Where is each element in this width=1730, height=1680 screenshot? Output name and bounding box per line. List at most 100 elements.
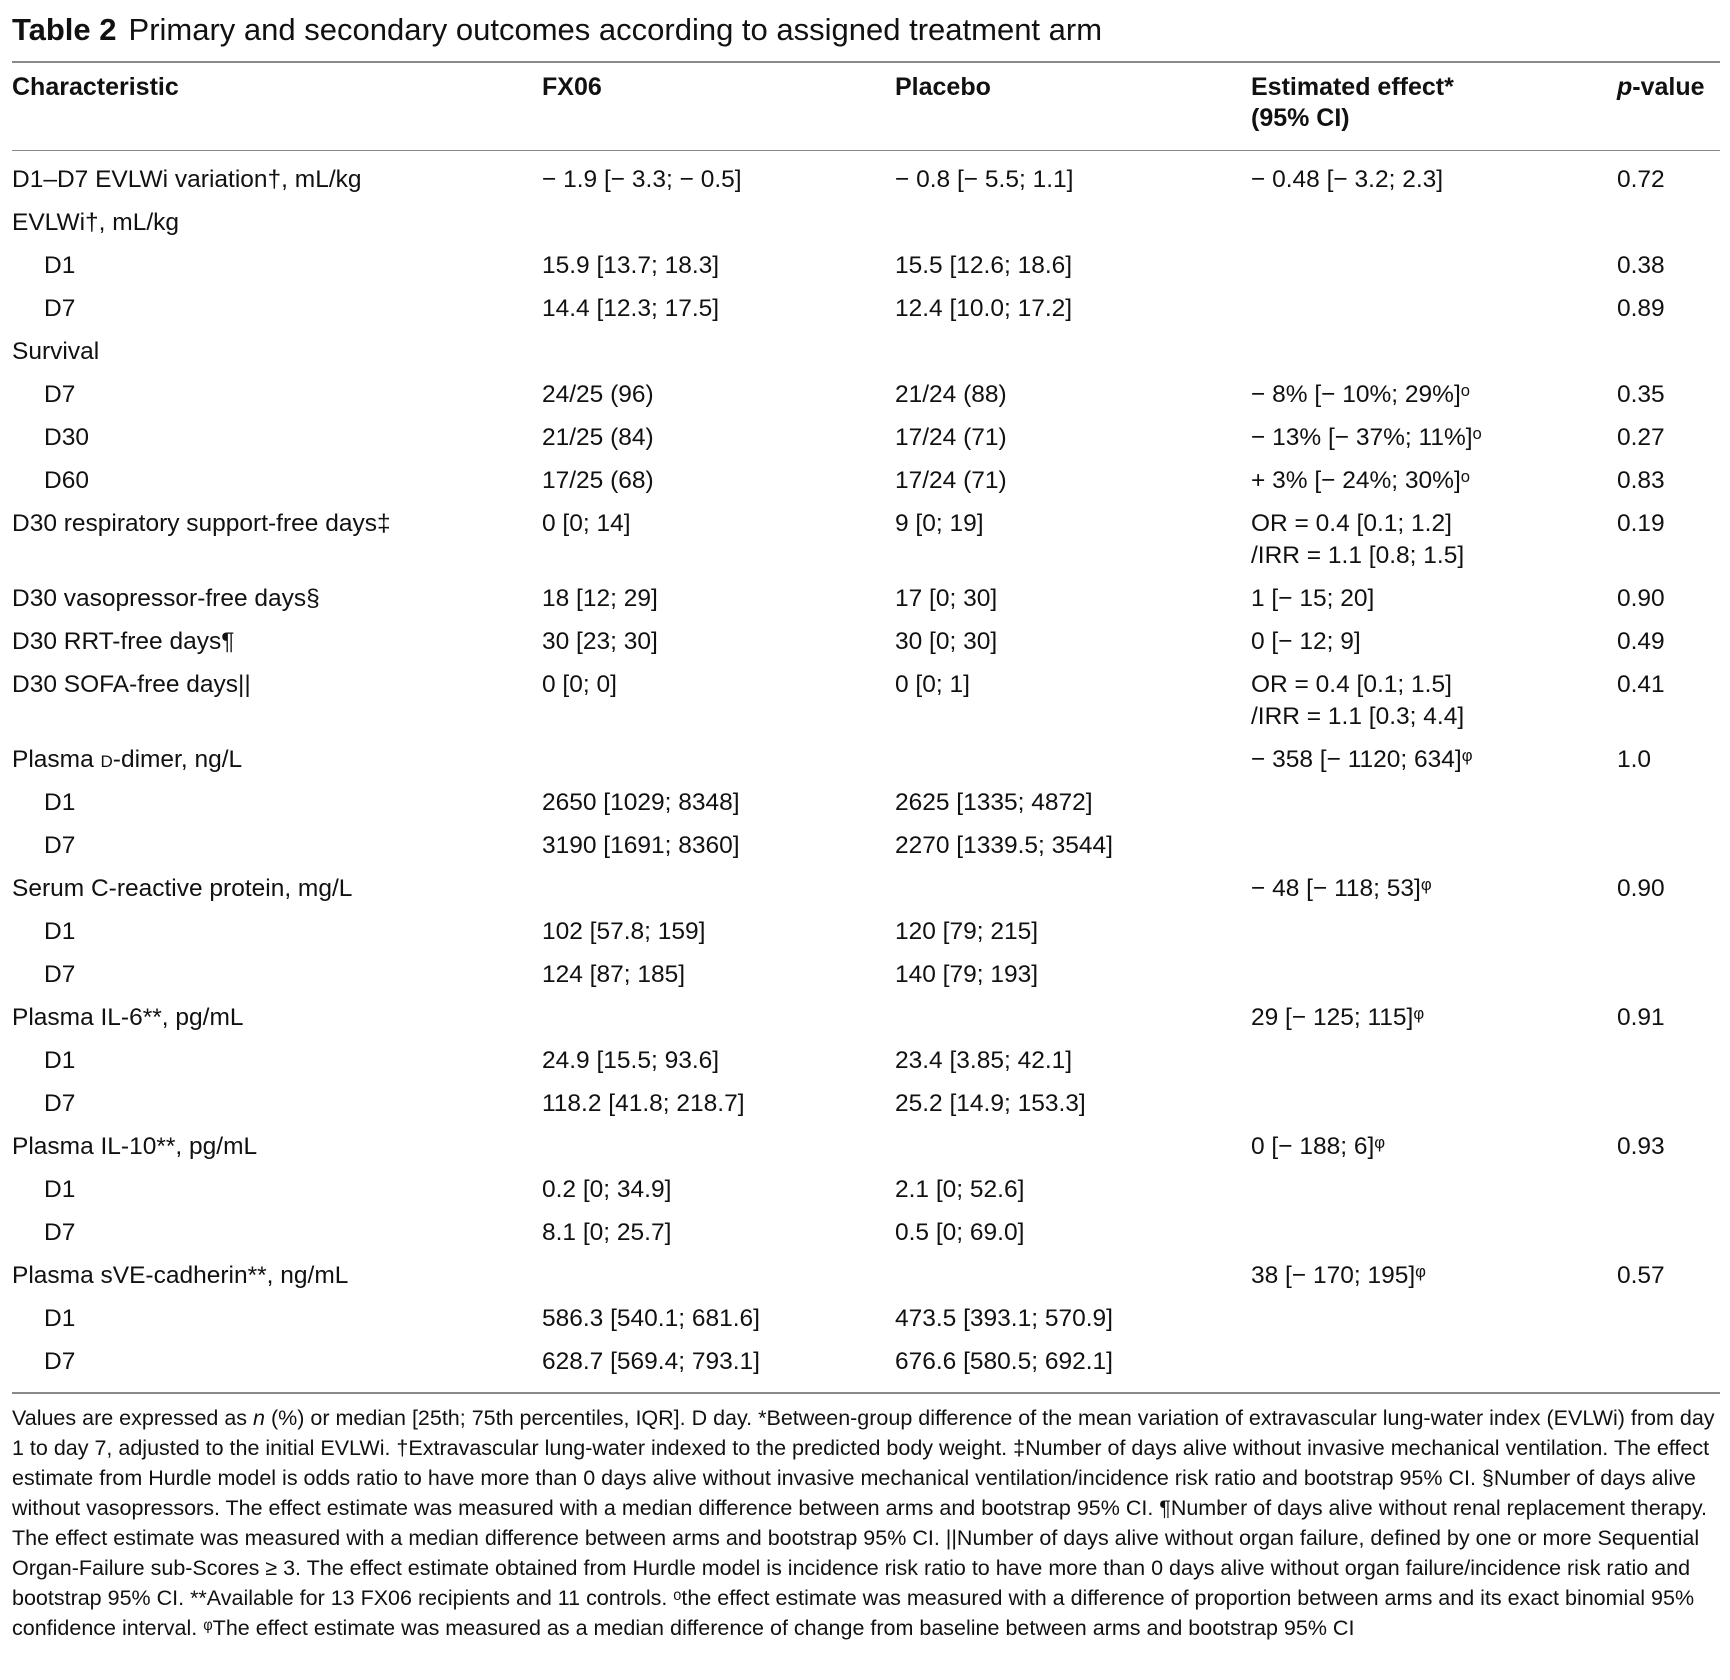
row-label: D1 bbox=[44, 252, 76, 279]
p-value: 0.35 bbox=[1617, 381, 1665, 408]
effect-value: OR = 0.4 [0.1; 1.5] /IRR = 1.1 [0.3; 4.4… bbox=[1251, 671, 1465, 730]
table-label: Table 2 bbox=[12, 12, 117, 47]
row-label-part: -dimer, ng/L bbox=[112, 746, 243, 773]
table-row: EVLWi†, mL/kg bbox=[0, 203, 1730, 246]
table-row: D30 RRT-free days¶ 30 [23; 30] 30 [0; 30… bbox=[0, 622, 1730, 665]
table-row: D30 vasopressor-free days§ 18 [12; 29] 1… bbox=[0, 579, 1730, 622]
p-value: 0.72 bbox=[1617, 166, 1665, 193]
placebo-value: 30 [0; 30] bbox=[895, 628, 998, 655]
row-label-part: Plasma bbox=[12, 746, 101, 773]
row-label: D60 bbox=[44, 467, 89, 494]
table-row: Plasma sVE-cadherin**, ng/mL 38 [− 170; … bbox=[0, 1256, 1730, 1299]
fx06-value: 18 [12; 29] bbox=[542, 585, 658, 612]
table-body: D1–D7 EVLWi variation†, mL/kg − 1.9 [− 3… bbox=[0, 160, 1730, 1385]
p-value: 0.27 bbox=[1617, 424, 1665, 451]
effect-value: 0 [− 12; 9] bbox=[1251, 628, 1361, 655]
placebo-value: 140 [79; 193] bbox=[895, 961, 1039, 988]
effect-value: + 3% [− 24%; 30%]ᵒ bbox=[1251, 467, 1470, 494]
header-characteristic: Characteristic bbox=[12, 73, 179, 101]
fx06-value: 24.9 [15.5; 93.6] bbox=[542, 1047, 720, 1074]
row-label: D7 bbox=[44, 381, 76, 408]
row-label: D30 RRT-free days¶ bbox=[12, 628, 235, 655]
row-label: D30 bbox=[44, 424, 89, 451]
row-label-smallcaps: d bbox=[100, 746, 113, 773]
fx06-value: 8.1 [0; 25.7] bbox=[542, 1219, 672, 1246]
p-value: 0.93 bbox=[1617, 1133, 1665, 1160]
placebo-value: 2625 [1335; 4872] bbox=[895, 789, 1093, 816]
placebo-value: 25.2 [14.9; 153.3] bbox=[895, 1090, 1086, 1117]
fx06-value: 124 [87; 185] bbox=[542, 961, 686, 988]
fx06-value: 2650 [1029; 8348] bbox=[542, 789, 740, 816]
effect-value: 0 [− 188; 6]ᵠ bbox=[1251, 1133, 1386, 1160]
fx06-value: 21/25 (84) bbox=[542, 424, 654, 451]
row-label: D7 bbox=[44, 832, 76, 859]
table-row: D30 respiratory support-free days‡ 0 [0;… bbox=[0, 504, 1730, 579]
effect-value: − 0.48 [− 3.2; 2.3] bbox=[1251, 166, 1444, 193]
placebo-value: 17/24 (71) bbox=[895, 467, 1007, 494]
fx06-value: 24/25 (96) bbox=[542, 381, 654, 408]
p-value: 0.41 bbox=[1617, 671, 1665, 698]
row-label: Survival bbox=[12, 338, 100, 365]
placebo-value: 21/24 (88) bbox=[895, 381, 1007, 408]
header-rule bbox=[12, 150, 1720, 151]
table-row: Survival bbox=[0, 332, 1730, 375]
header-pvalue: p-value bbox=[1617, 72, 1705, 103]
header-pvalue-p: p bbox=[1617, 73, 1633, 101]
fx06-value: 30 [23; 30] bbox=[542, 628, 658, 655]
row-label: D7 bbox=[44, 961, 76, 988]
p-value: 0.57 bbox=[1617, 1262, 1665, 1289]
row-label: Plasma IL-10**, pg/mL bbox=[12, 1133, 258, 1160]
row-label: Plasma d-dimer, ng/L bbox=[12, 744, 242, 776]
fx06-value: 118.2 [41.8; 218.7] bbox=[542, 1090, 745, 1117]
header-fx06: FX06 bbox=[542, 73, 602, 101]
header-placebo: Placebo bbox=[895, 73, 991, 101]
table-row: Plasma IL-6**, pg/mL 29 [− 125; 115]ᵠ 0.… bbox=[0, 998, 1730, 1041]
table-row: D1 102 [57.8; 159] 120 [79; 215] bbox=[0, 912, 1730, 955]
effect-value: − 13% [− 37%; 11%]ᵒ bbox=[1251, 424, 1482, 451]
table-caption: Table 2 Primary and secondary outcomes ac… bbox=[12, 12, 1102, 48]
placebo-value: 23.4 [3.85; 42.1] bbox=[895, 1047, 1073, 1074]
fx06-value: 15.9 [13.7; 18.3] bbox=[542, 252, 720, 279]
table-row: D60 17/25 (68) 17/24 (71) + 3% [− 24%; 3… bbox=[0, 461, 1730, 504]
placebo-value: 676.6 [580.5; 692.1] bbox=[895, 1348, 1113, 1375]
fx06-value: 0 [0; 0] bbox=[542, 671, 617, 698]
placebo-value: 120 [79; 215] bbox=[895, 918, 1039, 945]
header-effect-line2: (95% CI) bbox=[1251, 104, 1350, 132]
row-label: D30 SOFA-free days|| bbox=[12, 671, 251, 698]
p-value: 0.49 bbox=[1617, 628, 1665, 655]
effect-value: − 358 [− 1120; 634]ᵠ bbox=[1251, 746, 1473, 773]
fx06-value: 14.4 [12.3; 17.5] bbox=[542, 295, 720, 322]
table-row: D1 24.9 [15.5; 93.6] 23.4 [3.85; 42.1] bbox=[0, 1041, 1730, 1084]
row-label: D7 bbox=[44, 1348, 76, 1375]
table-row: D1 0.2 [0; 34.9] 2.1 [0; 52.6] bbox=[0, 1170, 1730, 1213]
table-row: D1 15.9 [13.7; 18.3] 15.5 [12.6; 18.6] 0… bbox=[0, 246, 1730, 289]
footnote-part: Values are expressed as bbox=[12, 1406, 254, 1430]
row-label: D7 bbox=[44, 1219, 76, 1246]
row-label: D1 bbox=[44, 1176, 76, 1203]
top-rule bbox=[12, 61, 1720, 63]
fx06-value: 0 [0; 14] bbox=[542, 510, 631, 537]
table-row: Serum C-reactive protein, mg/L − 48 [− 1… bbox=[0, 869, 1730, 912]
p-value: 0.38 bbox=[1617, 252, 1665, 279]
fx06-value: 586.3 [540.1; 681.6] bbox=[542, 1305, 760, 1332]
bottom-rule bbox=[12, 1392, 1720, 1394]
footnote-n: n bbox=[253, 1406, 265, 1430]
row-label: D30 respiratory support-free days‡ bbox=[12, 510, 391, 537]
table-row: Plasma d-dimer, ng/L − 358 [− 1120; 634]… bbox=[0, 740, 1730, 783]
row-label: Plasma sVE-cadherin**, ng/mL bbox=[12, 1262, 349, 1289]
fx06-value: 17/25 (68) bbox=[542, 467, 654, 494]
fx06-value: 628.7 [569.4; 793.1] bbox=[542, 1348, 760, 1375]
fx06-value: 0.2 [0; 34.9] bbox=[542, 1176, 672, 1203]
table-row: D1–D7 EVLWi variation†, mL/kg − 1.9 [− 3… bbox=[0, 160, 1730, 203]
table-row: D30 21/25 (84) 17/24 (71) − 13% [− 37%; … bbox=[0, 418, 1730, 461]
table-row: D1 586.3 [540.1; 681.6] 473.5 [393.1; 57… bbox=[0, 1299, 1730, 1342]
fx06-value: 3190 [1691; 8360] bbox=[542, 832, 740, 859]
p-value: 0.89 bbox=[1617, 295, 1665, 322]
placebo-value: 2270 [1339.5; 3544] bbox=[895, 832, 1113, 859]
row-label: D7 bbox=[44, 1090, 76, 1117]
table-row: Plasma IL-10**, pg/mL 0 [− 188; 6]ᵠ 0.93 bbox=[0, 1127, 1730, 1170]
footnote-part: (%) or median [25th; 75th percentiles, I… bbox=[12, 1406, 1715, 1640]
placebo-value: 17/24 (71) bbox=[895, 424, 1007, 451]
row-label: D1 bbox=[44, 1047, 76, 1074]
